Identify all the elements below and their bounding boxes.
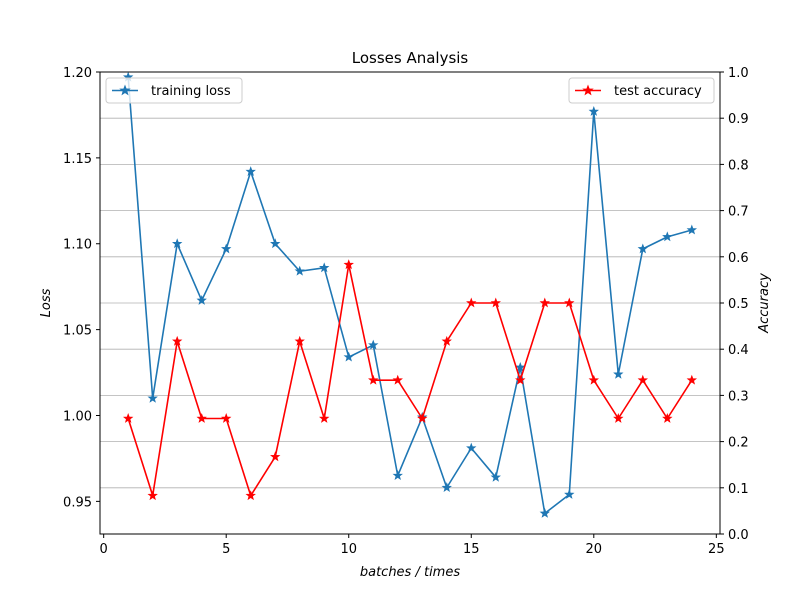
- data-point: [319, 262, 330, 273]
- data-point: [172, 238, 183, 249]
- data-point: [245, 166, 256, 177]
- data-point: [637, 243, 648, 254]
- y-left-tick-label: 1.10: [63, 238, 92, 253]
- y-axis-right: 0.0 0.1 0.2 0.3 0.4 0.5 0.6 0.7 0.8 0.9 1.0: [720, 66, 749, 543]
- legend-test-accuracy: test accuracy: [568, 77, 715, 104]
- y-left-tick-label: 1.15: [63, 152, 92, 167]
- data-point: [270, 451, 281, 462]
- data-point: [637, 374, 648, 385]
- data-point: [417, 413, 428, 423]
- data-point: [147, 392, 158, 403]
- series-line: [127, 77, 693, 515]
- series-training-loss: [122, 71, 698, 518]
- x-tick-label: 20: [586, 542, 603, 557]
- data-point: [245, 490, 256, 501]
- data-point: [196, 294, 207, 305]
- legend-training-loss-box: [105, 77, 243, 104]
- data-point: [343, 259, 354, 270]
- series-test-accuracy: [122, 259, 698, 501]
- x-tick-label: 0: [100, 542, 108, 557]
- data-point: [515, 361, 526, 372]
- data-point: [662, 231, 673, 242]
- legend-training-loss: training loss: [105, 77, 243, 104]
- y-right-tick-label: 0.1: [728, 482, 749, 497]
- legend-test-accuracy-box: [568, 77, 715, 104]
- x-axis-label: batches / times: [360, 565, 460, 580]
- y-left-tick-label: 1.05: [63, 324, 92, 339]
- x-tick-label: 5: [222, 542, 230, 557]
- data-point: [539, 297, 550, 308]
- y-right-tick-label: 0.3: [728, 389, 749, 404]
- data-point: [294, 335, 305, 346]
- data-point: [147, 490, 158, 501]
- data-point: [343, 351, 354, 362]
- y-right-tick-label: 0.5: [728, 297, 749, 312]
- data-point: [564, 297, 575, 308]
- legend-test-accuracy-marker: [582, 84, 594, 96]
- y-axis-right-label: Accuracy: [757, 273, 772, 334]
- data-point: [368, 339, 379, 350]
- y-right-tick-label: 0.0: [728, 528, 749, 543]
- y-left-tick-label: 1.20: [63, 66, 92, 81]
- x-axis: 0 5 10 15 20 25: [100, 534, 725, 557]
- data-point: [662, 413, 673, 423]
- y-right-tick-label: 0.4: [728, 343, 749, 358]
- y-right-tick-label: 1.0: [728, 66, 749, 81]
- data-point: [686, 374, 698, 385]
- data-point: [686, 224, 698, 235]
- y-right-tick-label: 0.7: [728, 205, 749, 220]
- data-point: [613, 413, 624, 423]
- y-left-tick-label: 0.95: [63, 495, 92, 510]
- data-point: [466, 297, 477, 308]
- data-point: [172, 335, 183, 346]
- y-left-tick-label: 1.00: [63, 409, 92, 424]
- data-point: [588, 374, 599, 385]
- data-point: [270, 238, 281, 249]
- data-point: [613, 368, 624, 379]
- data-point: [515, 374, 526, 385]
- series-layer: [122, 71, 698, 518]
- data-point: [539, 507, 550, 518]
- data-point: [122, 413, 134, 423]
- chart-title: Losses Analysis: [352, 49, 469, 67]
- x-tick-label: 25: [708, 542, 725, 557]
- legend-test-accuracy-label: test accuracy: [614, 84, 702, 99]
- data-point: [196, 413, 207, 423]
- data-point: [490, 297, 501, 308]
- y-right-tick-label: 0.8: [728, 158, 749, 173]
- data-point: [221, 243, 232, 254]
- data-point: [392, 470, 403, 481]
- x-tick-label: 10: [340, 542, 357, 557]
- data-point: [221, 413, 232, 423]
- legend-training-loss-label: training loss: [151, 84, 231, 99]
- y-axis-left-label: Loss: [39, 288, 54, 317]
- data-point: [294, 265, 305, 276]
- y-right-tick-label: 0.6: [728, 251, 749, 266]
- y-right-tick-label: 0.9: [728, 112, 749, 127]
- data-point: [441, 335, 452, 346]
- x-tick-label: 15: [463, 542, 480, 557]
- series-line: [127, 263, 693, 497]
- data-point: [466, 442, 477, 453]
- data-point: [319, 413, 330, 423]
- legend-training-loss-marker: [119, 84, 131, 96]
- data-point: [490, 471, 501, 482]
- y-right-tick-label: 0.2: [728, 436, 749, 451]
- data-point: [588, 106, 599, 116]
- y-axis-left: 0.95 1.00 1.05 1.10 1.15 1.20: [63, 66, 100, 510]
- data-point: [392, 374, 403, 385]
- data-point: [564, 489, 575, 499]
- data-point: [368, 374, 379, 385]
- data-point: [441, 482, 452, 493]
